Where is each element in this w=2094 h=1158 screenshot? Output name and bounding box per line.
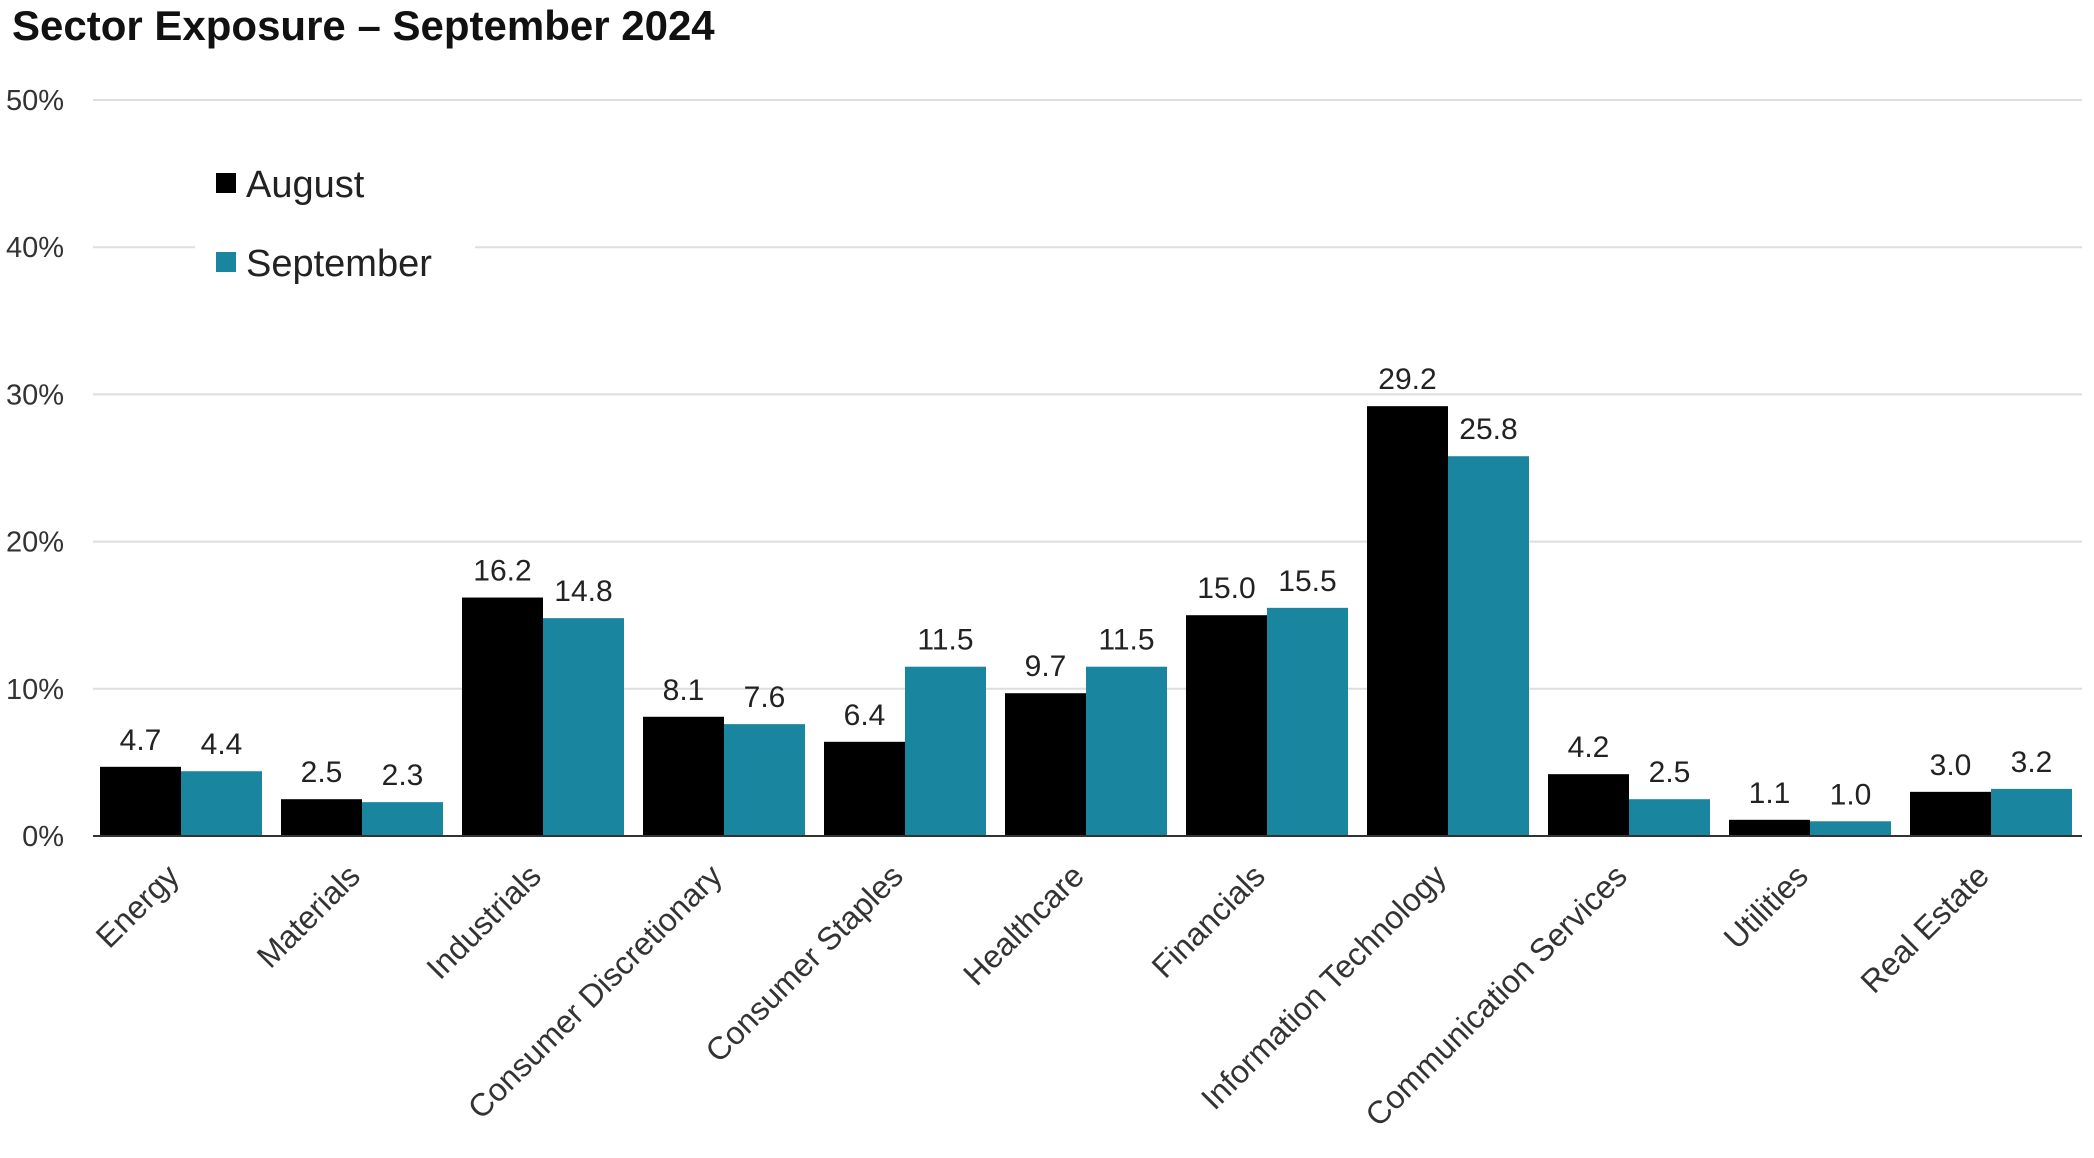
bar xyxy=(643,716,724,836)
bar xyxy=(1629,799,1710,836)
value-label: 4.4 xyxy=(201,728,243,761)
value-label: 9.7 xyxy=(1025,650,1067,683)
y-axis-ticks: 0% 10% 20% 30% 40% 50% xyxy=(6,85,64,853)
bar xyxy=(1367,406,1448,836)
value-label: 14.8 xyxy=(554,575,612,608)
bar xyxy=(281,799,362,836)
bar xyxy=(1910,791,1991,836)
y-tick-label: 0% xyxy=(22,821,64,853)
value-label: 11.5 xyxy=(1098,624,1154,657)
bar xyxy=(181,771,262,836)
value-label: 4.2 xyxy=(1568,731,1610,764)
value-label: 2.3 xyxy=(382,759,424,792)
legend-swatch xyxy=(216,252,236,272)
bar xyxy=(905,666,986,836)
category-label: Financials xyxy=(1145,857,1272,984)
bar xyxy=(1991,788,2072,836)
value-label: 6.4 xyxy=(844,699,886,732)
value-label: 7.6 xyxy=(744,681,786,714)
category-label: Industrials xyxy=(419,857,548,986)
legend: August September xyxy=(195,164,475,295)
bar xyxy=(462,597,543,836)
y-tick-label: 40% xyxy=(6,232,64,264)
y-tick-label: 30% xyxy=(6,379,64,411)
category-label: Utilities xyxy=(1717,857,1815,955)
bar xyxy=(362,802,443,836)
value-label: 2.5 xyxy=(301,756,343,789)
bar xyxy=(724,724,805,836)
value-label: 16.2 xyxy=(473,555,531,588)
bar xyxy=(1448,456,1529,836)
value-label: 2.5 xyxy=(1649,756,1691,789)
value-label: 11.5 xyxy=(917,624,973,657)
bar xyxy=(824,741,905,836)
value-label: 15.5 xyxy=(1278,565,1336,598)
value-label: 25.8 xyxy=(1459,413,1517,446)
y-tick-label: 20% xyxy=(6,527,64,559)
bar xyxy=(543,618,624,836)
value-label: 15.0 xyxy=(1197,572,1255,605)
category-label: Materials xyxy=(250,857,367,974)
legend-label: September xyxy=(246,243,432,285)
chart-title: Sector Exposure – September 2024 xyxy=(12,2,715,49)
category-label: Energy xyxy=(89,857,186,954)
value-label: 29.2 xyxy=(1378,363,1436,396)
bar xyxy=(1005,693,1086,836)
legend-background xyxy=(195,235,475,295)
value-label: 4.7 xyxy=(120,724,162,757)
bar xyxy=(1729,819,1810,836)
bar xyxy=(1548,774,1629,836)
y-tick-label: 50% xyxy=(6,85,64,117)
value-label: 8.1 xyxy=(663,674,705,707)
bar xyxy=(1086,666,1167,836)
bar xyxy=(1186,615,1267,836)
legend-swatch xyxy=(216,173,236,193)
category-label: Real Estate xyxy=(1854,857,1996,999)
gridlines xyxy=(93,99,2082,690)
bar xyxy=(1267,607,1348,836)
value-label: 3.0 xyxy=(1930,749,1972,782)
value-label: 1.1 xyxy=(1749,777,1791,810)
value-label: 3.2 xyxy=(2011,746,2053,779)
value-label: 1.0 xyxy=(1830,778,1872,811)
category-label: Healthcare xyxy=(956,857,1091,992)
bar xyxy=(100,766,181,836)
value-labels: 4.7 2.5 16.2 8.1 6.4 9.7 15.0 29.2 4.2 1.1 3.0 4.4 2… xyxy=(120,363,2053,811)
bar xyxy=(1810,821,1891,836)
bars xyxy=(100,406,2072,836)
y-tick-label: 10% xyxy=(6,674,64,706)
category-label: Consumer Staples xyxy=(698,857,910,1069)
legend-label: August xyxy=(246,164,365,206)
